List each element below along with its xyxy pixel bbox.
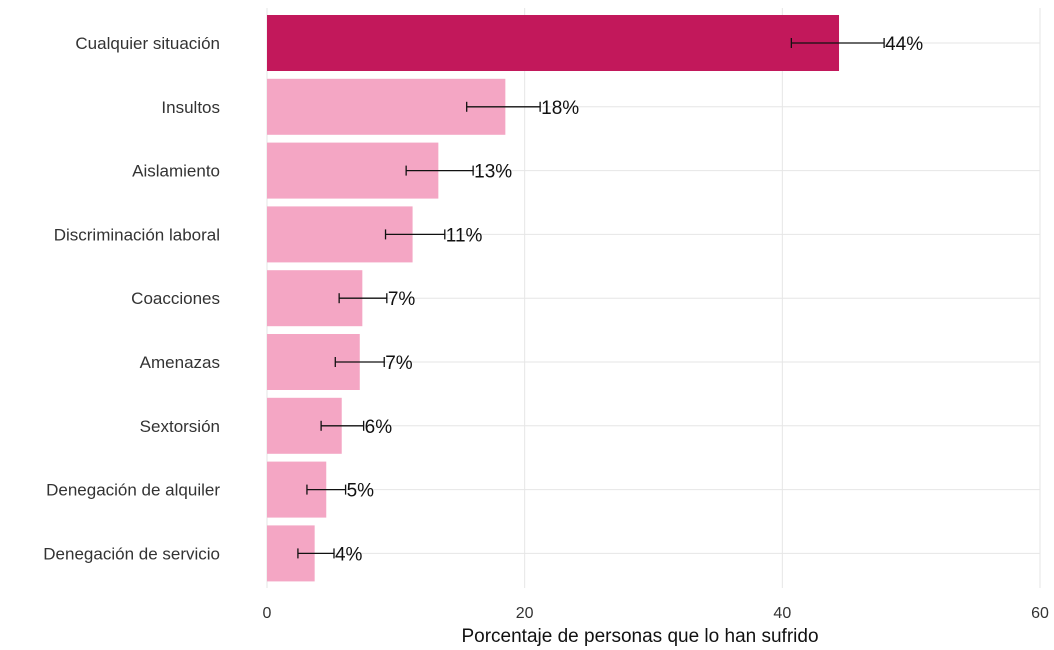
x-tick-label: 20 (516, 605, 534, 622)
data-label: 5% (347, 481, 375, 502)
data-label: 44% (885, 34, 923, 55)
data-label: 7% (388, 289, 416, 310)
error-bar (306, 484, 347, 495)
error-bar (338, 293, 388, 304)
category-label: Aislamiento (132, 162, 220, 181)
bar (267, 78, 506, 135)
x-axis-title: Porcentaje de personas que lo han sufrid… (461, 626, 818, 647)
category-label: Insultos (161, 98, 220, 117)
error-bar (466, 101, 541, 112)
error-bar (297, 548, 335, 559)
error-bar (405, 165, 474, 176)
data-label: 4% (335, 544, 363, 565)
error-bars (297, 38, 885, 559)
error-bar (334, 357, 385, 367)
data-label: 6% (365, 417, 393, 438)
error-bar (790, 38, 885, 48)
category-label: Denegación de alquiler (46, 481, 220, 500)
x-tick-label: 0 (263, 605, 272, 622)
error-bar (320, 420, 365, 431)
category-label: Sextorsión (140, 417, 220, 436)
category-label: Amenazas (140, 353, 220, 372)
error-bar (384, 229, 446, 240)
category-label: Denegación de servicio (43, 544, 220, 563)
data-label: 11% (446, 225, 483, 246)
data-label: 13% (474, 162, 512, 183)
labels: 0 20 40 60 44% Cualquier situación 18% Insultos… (43, 34, 1049, 622)
x-tick-label: 40 (773, 605, 791, 622)
category-label: Cualquier situación (75, 34, 220, 53)
category-label: Coacciones (131, 289, 220, 308)
category-label: Discriminación laboral (54, 225, 220, 244)
bar (267, 15, 840, 71)
data-label: 18% (541, 98, 579, 119)
x-tick-label: 60 (1031, 605, 1049, 622)
data-label: 7% (385, 353, 413, 374)
